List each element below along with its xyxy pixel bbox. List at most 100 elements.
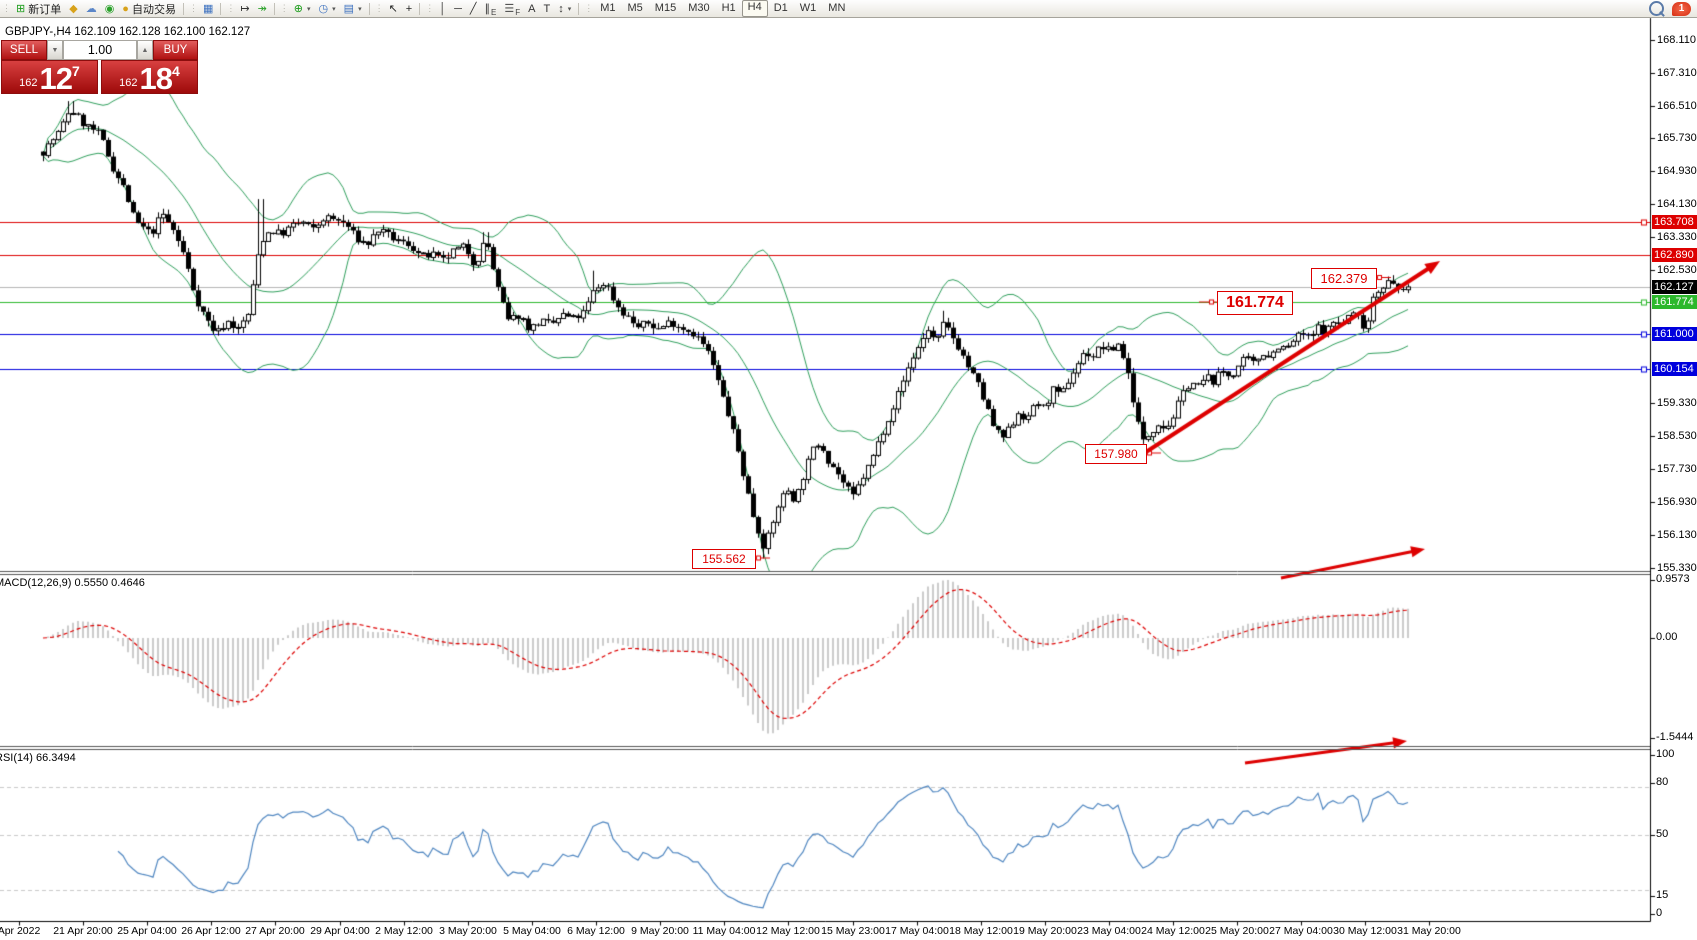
text-button[interactable]: A [524,1,539,17]
macd-label: MACD(12,26,9) 0.5550 0.4646 [0,577,145,589]
search-icon[interactable] [1649,1,1664,16]
time-tick-label: 12 May 12:00 [756,925,820,937]
chart-shift-button[interactable]: ↦ [236,1,253,17]
history-center-button[interactable]: ☁ [82,1,101,17]
price-annotation-157.980[interactable]: 157.980 [1085,444,1147,464]
price-tick-label: 156.130 [1657,528,1697,541]
time-tick-label: 18 May 12:00 [949,925,1013,937]
crosshair-button[interactable]: + [402,1,416,17]
toolbar-separator [368,2,370,15]
vertical-line-button[interactable]: │ [435,1,450,17]
timeframe-button-d1[interactable]: D1 [773,2,788,14]
macd-axis-label: 0.00 [1656,631,1678,643]
indicators-button[interactable]: ⊕ ▾ [290,1,315,17]
timeframe-button-m1[interactable]: M1 [600,2,616,14]
new-order-button[interactable]: ⊞ 新订单 [12,1,65,17]
horizontal-line-button[interactable]: ─ [450,1,466,17]
gold-button[interactable]: ◆ [65,1,81,17]
timeframe-button-m30[interactable]: M30 [688,2,710,14]
time-tick-label: Apr 2022 [0,925,41,937]
horizontal-line-icon: ─ [454,2,462,15]
time-tick-label: 31 May 20:00 [1397,925,1461,937]
time-tick-label: 30 May 12:00 [1333,925,1397,937]
autotrading-button[interactable]: ● 自动交易 [118,1,180,17]
template-icon: ▤ [343,2,355,15]
toolbar-separator [182,2,184,15]
volume-increase-button[interactable]: ▲ [137,40,153,60]
chevron-down-icon: ▾ [307,5,311,13]
auto-scroll-button[interactable]: ↠ [254,1,271,17]
macd-axis-label: 0.9573 [1656,573,1690,585]
one-click-trade-panel: SELL ▼ 1.00 ▲ BUY 162 12 7 162 18 4 [1,40,198,94]
buy-price-button[interactable]: 162 18 4 [101,60,198,94]
toolbar-right: 1 [1649,1,1691,16]
arrows-icon: ↕ [558,2,564,15]
chevron-down-icon: ▾ [332,5,336,13]
periods-button[interactable]: ◷ ▾ [315,1,340,17]
price-annotation-155.562[interactable]: 155.562 [692,549,756,569]
sell-price-point: 7 [72,63,80,79]
toolbar-drag-handle: ⋮ [425,3,434,13]
coin-icon: ● [122,2,129,15]
toolbar-drag-handle: ⋮ [584,3,593,13]
toolbar-separator [578,2,580,15]
new-order-icon: ⊞ [16,2,26,15]
signal-button[interactable]: ◉ [101,1,119,17]
time-tick-label: 29 Apr 04:00 [310,925,370,937]
channel-button[interactable]: ∥ E [481,1,501,17]
timeframe-button-w1[interactable]: W1 [799,2,817,14]
auto-scroll-icon: ↠ [257,2,267,15]
arrows-button[interactable]: ↕ ▾ [554,1,575,17]
time-tick-label: 5 May 04:00 [503,925,561,937]
templates-button[interactable]: ▤ ▾ [340,1,366,17]
price-annotation-161.774[interactable]: 161.774 [1217,291,1293,315]
label-button[interactable]: T [539,1,554,17]
buy-button[interactable]: BUY [153,40,198,60]
rsi-axis-label: 0 [1656,907,1663,919]
toolbar-drag-handle: ⋮ [188,3,198,13]
trendline-button[interactable]: ╱ [466,1,481,17]
rsi-label: RSI(14) 66.3494 [0,752,76,764]
sell-button[interactable]: SELL [1,40,47,60]
timeframe-button-mn[interactable]: MN [828,2,846,14]
sell-price-big-figure: 162 [19,77,38,89]
trendline-icon: ╱ [469,2,477,15]
time-tick-label: 27 Apr 20:00 [245,925,305,937]
timeframe-button-h1[interactable]: H1 [721,2,736,14]
time-tick-label: 9 May 20:00 [631,925,689,937]
clock-icon: ◷ [318,2,329,15]
cursor-button[interactable]: ↖ [385,1,402,17]
channel-icon-letter: E [491,7,497,17]
timeframe-button-m15[interactable]: M15 [654,2,677,14]
timeframe-button-h4[interactable]: H4 [741,0,768,17]
channel-icon: ∥ [484,2,491,15]
price-annotation-162.379[interactable]: 162.379 [1311,268,1377,289]
sell-price-button[interactable]: 162 12 7 [1,60,98,94]
price-tick-label: 166.510 [1657,99,1697,112]
tile-windows-button[interactable]: ▦ [199,1,217,17]
chevron-down-icon: ▾ [567,5,572,13]
time-tick-label: 11 May 04:00 [692,925,756,937]
time-tick-label: 25 May 20:00 [1205,925,1269,937]
time-tick-label: 25 Apr 04:00 [117,925,177,937]
time-tick-label: 2 May 12:00 [375,925,433,937]
toolbar-separator [273,2,275,15]
toolbar: ⋮ ⊞ 新订单 ◆ ☁ ◉ ● 自动交易 ⋮ ▦ ⋮ ↦ ↠ ⋮ ⊕ ▾ ◷ ▾ ▤ ▾ ⋮ ↖ + ⋮ │ ─ ╱ ∥ E ☰ F A T ↕ ▾… [0,0,1697,18]
time-tick-label: 23 May 04:00 [1077,925,1141,937]
label-icon: T [543,2,551,15]
time-tick-label: 3 May 20:00 [439,925,497,937]
time-tick-label: 17 May 04:00 [885,925,949,937]
sell-price-pips: 12 [39,61,73,96]
buy-price-point: 4 [172,63,180,79]
volume-input[interactable]: 1.00 [63,40,137,60]
time-tick-label: 21 Apr 20:00 [53,925,113,937]
volume-decrease-button[interactable]: ▼ [47,40,63,60]
tile-windows-icon: ▦ [202,2,214,15]
notification-badge[interactable]: 1 [1672,1,1691,16]
price-tick-label: 164.930 [1657,165,1697,177]
chevron-down-icon: ▾ [358,5,362,13]
timeframe-button-m5[interactable]: M5 [627,2,643,14]
fibonacci-button[interactable]: ☰ F [500,1,524,17]
price-tick-label: 162.530 [1657,264,1697,277]
